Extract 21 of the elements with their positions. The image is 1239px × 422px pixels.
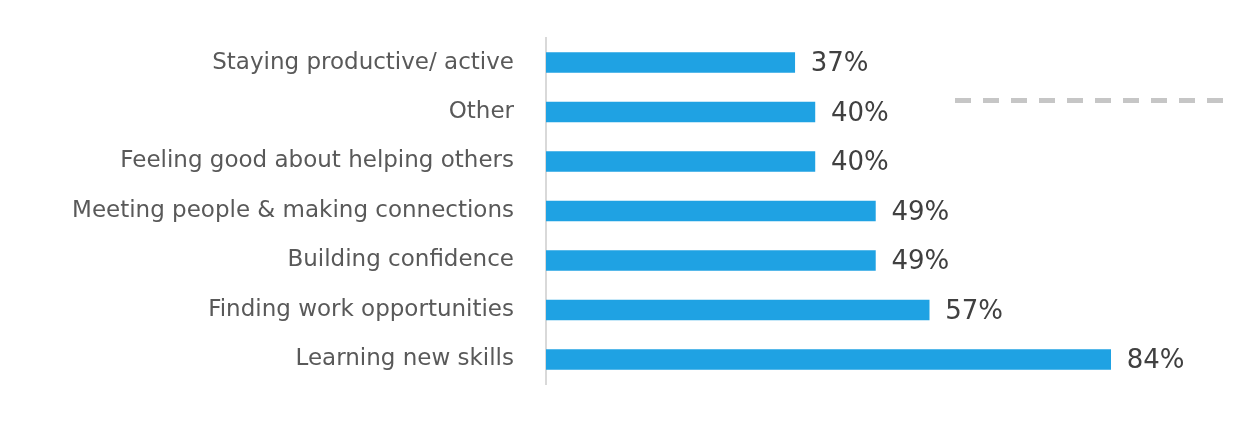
data-label: 40% (830, 146, 889, 177)
bar (546, 299, 930, 321)
y-tick-label: Finding work opportunities (208, 294, 514, 321)
data-label: 84% (1126, 344, 1185, 375)
data-label: 57% (945, 294, 1003, 325)
y-tick-label: Feeling good about helping others (120, 146, 514, 173)
y-tick-label: Meeting people & making connections (72, 195, 514, 222)
y-tick-label: Building confidence (287, 245, 514, 272)
data-label: 49% (891, 195, 950, 226)
data-label: 49% (891, 245, 950, 276)
y-tick-label: Learning new skills (295, 344, 514, 371)
bar (546, 250, 876, 271)
bar (546, 101, 816, 123)
bar (546, 349, 1111, 370)
data-label: 40% (830, 96, 889, 127)
y-tick-label: Staying productive/ active (212, 47, 514, 74)
bar (546, 151, 816, 172)
data-label: 37% (810, 47, 869, 78)
y-tick-label: Other (448, 97, 515, 123)
bar (546, 52, 796, 73)
bar (546, 200, 876, 222)
